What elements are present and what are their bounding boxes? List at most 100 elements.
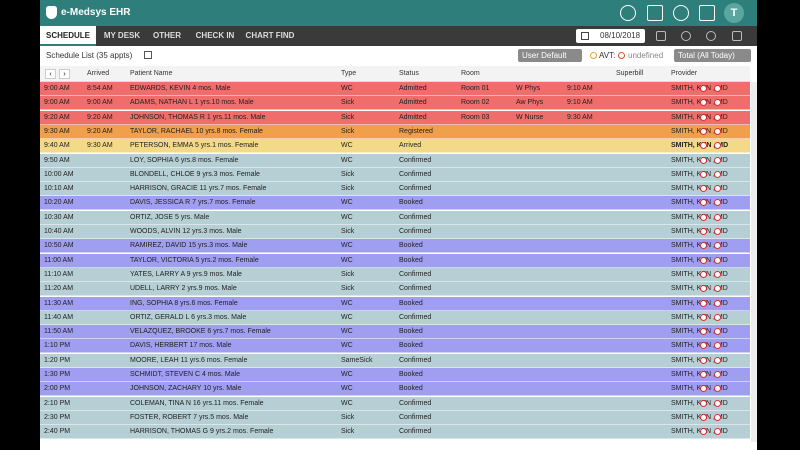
- alert-icon[interactable]: [700, 313, 707, 321]
- alert-icon[interactable]: [700, 142, 707, 150]
- appointment-row[interactable]: 9:00 AM 9:00 AM ADAMS, NATHAN L 1 yrs.10 m…: [40, 96, 750, 111]
- appointment-row[interactable]: 9:50 AM LOY, SOPHIA 6 yrs.8 mos. Female WC…: [40, 153, 750, 168]
- alert-icon[interactable]: [700, 299, 707, 307]
- alert-icon[interactable]: [714, 85, 721, 92]
- alert-icon[interactable]: [700, 356, 707, 364]
- alert-icon[interactable]: [714, 371, 721, 378]
- appointment-row[interactable]: 2:30 PM FOSTER, ROBERT 7 yrs.5 mos. Male S…: [40, 410, 750, 425]
- column-label[interactable]: Patient Name: [130, 70, 173, 77]
- appointment-row[interactable]: 10:40 AM WOODS, ALVIN 12 yrs.3 mos. Male S…: [40, 225, 750, 239]
- alert-icon[interactable]: [700, 113, 707, 121]
- alert-icon[interactable]: [714, 342, 721, 350]
- tab[interactable]: CHECK IN: [195, 31, 235, 40]
- appointment-row[interactable]: 10:20 AM DAVIS, JESSICA R 7 yrs.7 mos. Fe…: [40, 196, 750, 211]
- alert-icon[interactable]: [700, 185, 707, 193]
- next-btn[interactable]: ›: [59, 69, 70, 79]
- alert-icon[interactable]: [700, 170, 707, 178]
- user-avatar[interactable]: T: [724, 3, 744, 23]
- tab[interactable]: MY DESK: [103, 31, 141, 40]
- alert-icon[interactable]: [700, 342, 707, 350]
- appointment-row[interactable]: 9:40 AM 9:30 AM PETERSON, EMMA 5 yrs.1 mos…: [40, 139, 750, 154]
- view-select[interactable]: User Default: [518, 49, 582, 62]
- appointment-row[interactable]: 11:50 AM VELAZQUEZ, BROOKE 6 yrs.7 mos. F…: [40, 325, 750, 340]
- appointment-row[interactable]: 9:20 AM 9:20 AM JOHNSON, THOMAS R 1 yrs.11…: [40, 110, 750, 125]
- alert-icon[interactable]: [714, 413, 721, 421]
- alert-icon[interactable]: [714, 313, 721, 321]
- column-label[interactable]: Provider: [671, 70, 698, 77]
- appointment-row[interactable]: 2:10 PM COLEMAN, TINA N 16 yrs.11 mos. Fe…: [40, 396, 750, 411]
- alert-icon[interactable]: [714, 270, 721, 278]
- alert-icon[interactable]: [714, 228, 721, 235]
- column-label[interactable]: Arrived: [87, 70, 110, 77]
- alert-icon[interactable]: [714, 142, 721, 150]
- date-box[interactable]: 08/10/2018: [576, 29, 645, 43]
- appointment-row[interactable]: 11:00 AM TAYLOR, VICTORIA 5 yrs.2 mos. Fe…: [40, 253, 750, 268]
- alert-icon[interactable]: [700, 242, 707, 250]
- column-label[interactable]: Status: [399, 70, 419, 77]
- appointment-row[interactable]: 1:20 PM MOORE, LEAH 11 yrs.6 mos. Female S…: [40, 353, 750, 368]
- appointment-row[interactable]: 9:00 AM 8:54 AM EDWARDS, KEVIN 4 mos. Male…: [40, 82, 750, 96]
- alert-icon[interactable]: [714, 99, 721, 107]
- appointment-row[interactable]: 1:30 PM SCHMIDT, STEVEN C 4 mos. Male WC Bo…: [40, 368, 750, 382]
- alert-icon[interactable]: [714, 256, 721, 264]
- alert-icon[interactable]: [700, 99, 707, 107]
- tab[interactable]: OTHER: [153, 31, 181, 40]
- column-label[interactable]: Room: [461, 70, 480, 77]
- column-label[interactable]: Superbill: [616, 70, 644, 77]
- column-label[interactable]: Type: [341, 70, 357, 77]
- alert-icon[interactable]: [714, 385, 721, 393]
- refresh-icon[interactable]: [620, 5, 636, 21]
- appointment-row[interactable]: 11:20 AM UDELL, LARRY 2 yrs.9 mos. Male Si…: [40, 282, 750, 297]
- alert-icon[interactable]: [714, 285, 721, 293]
- alert-icon[interactable]: [714, 113, 721, 121]
- appointment-row[interactable]: 10:50 AM RAMIREZ, DAVID 15 yrs.3 mos. Mal…: [40, 239, 750, 254]
- alert-icon[interactable]: [700, 228, 707, 235]
- tab[interactable]: SCHEDULE: [40, 26, 96, 46]
- appointment-row[interactable]: 10:30 AM ORTIZ, JOSE 5 yrs. Male WC Confirm…: [40, 210, 750, 225]
- alert-icon[interactable]: [714, 127, 721, 135]
- layout-icon[interactable]: [699, 5, 715, 21]
- filter-select[interactable]: Total (All Today): [674, 49, 751, 62]
- appointment-row[interactable]: 9:30 AM 9:20 AM TAYLOR, RACHAEL 10 yrs.8 m…: [40, 124, 750, 139]
- appointment-row[interactable]: 10:00 AM BLONDELL, CHLOE 9 yrs.3 mos. Fem…: [40, 167, 750, 182]
- appointment-row[interactable]: 10:10 AM HARRISON, GRACIE 11 yrs.7 mos. F…: [40, 182, 750, 197]
- appointment-row[interactable]: 1:10 PM DAVIS, HERBERT 17 mos. Male WC Book…: [40, 339, 750, 354]
- alert-icon[interactable]: [700, 213, 707, 221]
- alert-icon[interactable]: [700, 399, 707, 407]
- appointment-row[interactable]: 2:00 PM JOHNSON, ZACHARY 10 yrs. Male WC Bo…: [40, 382, 750, 397]
- alert-icon[interactable]: [700, 256, 707, 264]
- alert-icon[interactable]: [714, 213, 721, 221]
- alert-icon[interactable]: [700, 328, 707, 336]
- appointment-row[interactable]: 11:40 AM ORTIZ, GERALD L 6 yrs.3 mos. Mal…: [40, 310, 750, 325]
- appointment-row[interactable]: 11:10 AM YATES, LARRY A 9 yrs.9 mos. Male…: [40, 267, 750, 282]
- alert-icon[interactable]: [700, 199, 707, 207]
- alert-icon[interactable]: [714, 399, 721, 407]
- bell-icon[interactable]: [673, 5, 689, 21]
- alert-icon[interactable]: [714, 242, 721, 250]
- alert-icon[interactable]: [700, 127, 707, 135]
- appointment-row[interactable]: 2:40 PM HARRISON, THOMAS G 9 yrs.2 mos. F…: [40, 425, 750, 440]
- tab[interactable]: CHART FIND: [245, 31, 295, 40]
- edit-icon[interactable]: [144, 51, 152, 59]
- alert-icon[interactable]: [700, 428, 707, 436]
- export-btn[interactable]: [732, 31, 742, 41]
- alert-icon[interactable]: [700, 85, 707, 92]
- alert-icon[interactable]: [714, 356, 721, 364]
- alert-icon[interactable]: [700, 413, 707, 421]
- alert-icon[interactable]: [714, 299, 721, 307]
- alert-icon[interactable]: [714, 156, 721, 164]
- alert-icon[interactable]: [714, 170, 721, 178]
- alert-icon[interactable]: [714, 328, 721, 336]
- appointment-row[interactable]: 11:30 AM ING, SOPHIA 8 yrs.6 mos. Female W…: [40, 296, 750, 311]
- alert-icon[interactable]: [700, 270, 707, 278]
- calendar-btn[interactable]: [656, 31, 666, 41]
- alert-icon[interactable]: [700, 156, 707, 164]
- mail-icon[interactable]: [647, 5, 663, 21]
- alert-icon[interactable]: [714, 185, 721, 193]
- alert-icon[interactable]: [714, 428, 721, 436]
- alert-icon[interactable]: [700, 385, 707, 393]
- alert-icon[interactable]: [714, 199, 721, 207]
- prev-btn[interactable]: ‹: [45, 69, 56, 79]
- alert-icon[interactable]: [700, 285, 707, 293]
- settings-btn[interactable]: [681, 31, 691, 41]
